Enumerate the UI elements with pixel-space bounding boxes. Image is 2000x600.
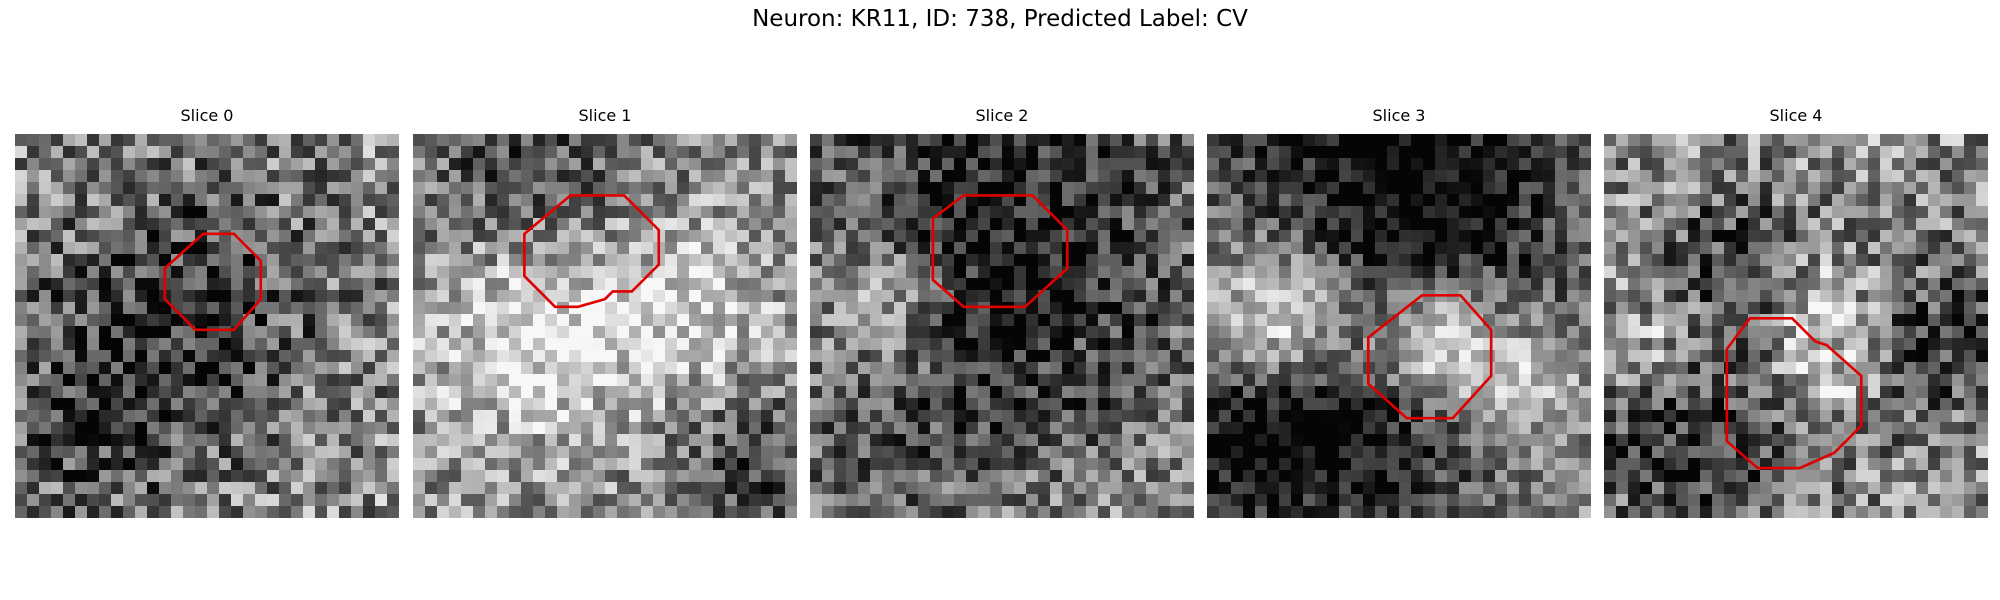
pixel-grid — [1207, 134, 1591, 518]
roi-outline — [523, 194, 661, 309]
slice-image — [810, 134, 1194, 518]
slice-title: Slice 4 — [1769, 106, 1823, 125]
pixel-grid — [15, 134, 399, 518]
slice-title: Slice 2 — [975, 106, 1029, 125]
pixel-grid — [1604, 134, 1988, 518]
slice-image — [1604, 134, 1988, 518]
slice-image — [15, 134, 399, 518]
slice-title: Slice 0 — [180, 106, 234, 125]
roi-outline — [1366, 293, 1493, 420]
slice-title: Slice 1 — [578, 106, 632, 125]
slice-image — [1207, 134, 1591, 518]
pixel-grid — [413, 134, 797, 518]
figure-title: Neuron: KR11, ID: 738, Predicted Label: … — [752, 6, 1248, 32]
slice-title: Slice 3 — [1372, 106, 1426, 125]
slice-image — [413, 134, 797, 518]
pixel-grid — [810, 134, 1194, 518]
roi-outline — [931, 194, 1069, 309]
roi-outline — [1725, 316, 1863, 470]
roi-outline — [163, 232, 263, 332]
